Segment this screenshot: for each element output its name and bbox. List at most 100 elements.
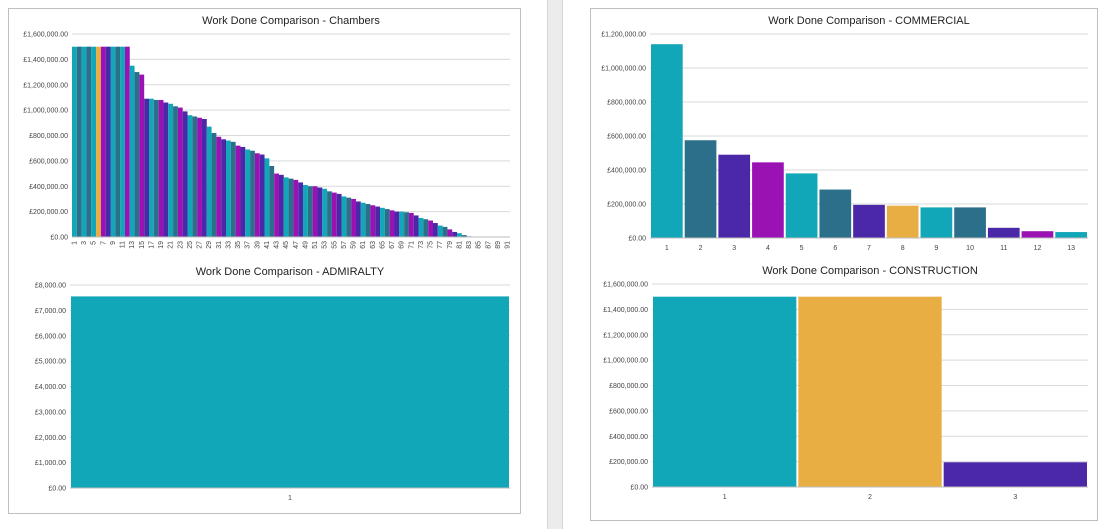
chambers-bar bbox=[192, 116, 198, 237]
chambers-bar bbox=[168, 103, 174, 237]
chambers-bar bbox=[399, 211, 405, 237]
chambers-bar bbox=[221, 139, 227, 237]
chambers-bar bbox=[298, 182, 304, 237]
chambers-bar bbox=[303, 184, 308, 237]
construction-y-tick-label: £1,600,000.00 bbox=[603, 282, 648, 289]
chambers-x-tick-label: 65 bbox=[379, 241, 386, 249]
chambers-x-tick-label: 47 bbox=[293, 241, 300, 249]
chambers-x-tick-label: 91 bbox=[505, 241, 512, 249]
chambers-bar bbox=[240, 146, 246, 237]
chambers-bar bbox=[442, 226, 448, 237]
chambers-bar bbox=[322, 188, 328, 237]
chambers-x-tick-label: 9 bbox=[110, 241, 117, 245]
chambers-x-tick-label: 67 bbox=[389, 241, 396, 249]
chambers-x-tick-label: 73 bbox=[418, 241, 425, 249]
chambers-bar bbox=[105, 46, 111, 237]
chambers-bar bbox=[153, 99, 159, 237]
commercial-x-tick-label: 3 bbox=[732, 245, 736, 252]
construction-bar bbox=[798, 296, 942, 487]
chambers-bar bbox=[264, 158, 270, 237]
construction-y-tick-label: £800,000.00 bbox=[609, 383, 648, 390]
chambers-bar bbox=[235, 145, 241, 237]
chambers-x-tick-label: 13 bbox=[129, 241, 136, 249]
chambers-bar bbox=[120, 46, 125, 237]
chambers-bar bbox=[149, 98, 154, 237]
chambers-bar bbox=[100, 46, 106, 237]
admiralty-y-tick-label: £4,000.00 bbox=[35, 384, 66, 391]
admiralty-y-tick-label: £1,000.00 bbox=[35, 460, 66, 467]
chambers-bar bbox=[346, 197, 352, 237]
chambers-y-tick-label: £800,000.00 bbox=[29, 133, 68, 140]
chambers-bar bbox=[317, 187, 323, 237]
chambers-bar bbox=[86, 46, 92, 237]
chambers-x-tick-label: 17 bbox=[148, 241, 155, 249]
admiralty-x-tick-label: 1 bbox=[288, 495, 292, 502]
chambers-x-tick-label: 89 bbox=[495, 241, 502, 249]
chambers-y-tick-label: £0.00 bbox=[50, 235, 68, 242]
chambers-x-tick-label: 75 bbox=[428, 241, 435, 249]
commercial-x-tick-label: 2 bbox=[699, 245, 703, 252]
construction-title: Work Done Comparison - CONSTRUCTION bbox=[762, 265, 978, 277]
commercial-x-tick-label: 12 bbox=[1034, 245, 1042, 252]
chambers-x-tick-label: 85 bbox=[476, 241, 483, 249]
chambers-bar bbox=[437, 225, 443, 237]
chambers-x-tick-label: 43 bbox=[274, 241, 281, 249]
admiralty-y-tick-label: £3,000.00 bbox=[35, 409, 66, 416]
chambers-bar bbox=[375, 206, 381, 237]
chambers-bar bbox=[404, 212, 409, 237]
chambers-x-tick-label: 15 bbox=[139, 241, 146, 249]
chambers-x-tick-label: 5 bbox=[91, 241, 98, 245]
chambers-x-tick-label: 57 bbox=[341, 241, 348, 249]
construction-y-tick-label: £200,000.00 bbox=[609, 459, 648, 466]
commercial-x-tick-label: 5 bbox=[800, 245, 804, 252]
chambers-x-tick-label: 1 bbox=[71, 241, 78, 245]
construction-y-tick-label: £1,200,000.00 bbox=[603, 332, 648, 339]
commercial-bar bbox=[752, 162, 784, 238]
commercial-y-tick-label: £1,200,000.00 bbox=[601, 32, 646, 39]
chambers-y-tick-label: £1,600,000.00 bbox=[23, 32, 68, 39]
chambers-x-tick-label: 19 bbox=[158, 241, 165, 249]
commercial-x-tick-label: 11 bbox=[1000, 245, 1007, 252]
chambers-bar bbox=[81, 46, 87, 237]
chambers-bar bbox=[226, 140, 231, 237]
chambers-bar bbox=[72, 46, 77, 237]
construction-y-tick-label: £1,400,000.00 bbox=[603, 307, 648, 314]
commercial-x-tick-label: 8 bbox=[901, 245, 905, 252]
chambers-x-tick-label: 35 bbox=[235, 241, 242, 249]
chambers-x-tick-label: 79 bbox=[447, 241, 454, 249]
chambers-x-tick-label: 51 bbox=[312, 241, 319, 249]
commercial-x-tick-label: 6 bbox=[833, 245, 837, 252]
chambers-bar bbox=[428, 220, 433, 237]
commercial-x-tick-label: 7 bbox=[867, 245, 871, 252]
chambers-x-tick-label: 33 bbox=[225, 241, 232, 249]
commercial-bar bbox=[785, 173, 818, 238]
chambers-bar bbox=[461, 235, 467, 237]
chambers-x-tick-label: 3 bbox=[81, 241, 88, 245]
admiralty-y-tick-label: £8,000.00 bbox=[35, 283, 66, 290]
construction-bar bbox=[653, 296, 797, 487]
chambers-bar bbox=[423, 219, 429, 237]
admiralty-y-tick-label: £6,000.00 bbox=[35, 333, 66, 340]
chambers-x-tick-label: 61 bbox=[360, 241, 367, 249]
commercial-x-tick-label: 1 bbox=[665, 245, 669, 252]
commercial-bar bbox=[718, 154, 751, 238]
chambers-y-tick-label: £1,200,000.00 bbox=[23, 82, 68, 89]
admiralty-title: Work Done Comparison - ADMIRALTY bbox=[196, 266, 385, 278]
chambers-bar bbox=[447, 229, 453, 237]
commercial-bar bbox=[1055, 232, 1087, 238]
chambers-bar bbox=[259, 154, 265, 237]
chambers-x-tick-label: 29 bbox=[206, 241, 213, 249]
page-gutter bbox=[547, 0, 563, 529]
commercial-bar bbox=[920, 207, 953, 238]
chambers-x-tick-label: 53 bbox=[322, 241, 329, 249]
chambers-x-tick-label: 7 bbox=[100, 241, 107, 245]
chambers-x-tick-label: 59 bbox=[351, 241, 358, 249]
chambers-bar bbox=[418, 217, 424, 237]
chambers-bar bbox=[245, 149, 251, 237]
chambers-bar bbox=[115, 46, 121, 237]
commercial-bar bbox=[651, 44, 683, 239]
construction-x-tick-label: 3 bbox=[1013, 494, 1017, 501]
admiralty-y-tick-label: £0.00 bbox=[48, 486, 66, 493]
chambers-bar bbox=[307, 186, 313, 237]
chambers-bar bbox=[76, 46, 82, 237]
